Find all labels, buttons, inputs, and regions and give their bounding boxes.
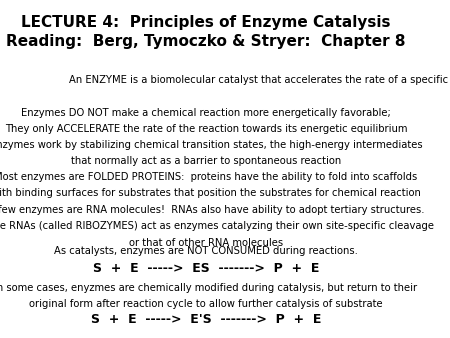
Text: An ENZYME is a biomolecular catalyst that accelerates the rate of a specific rea: An ENZYME is a biomolecular catalyst tha… (69, 75, 450, 86)
Text: LECTURE 4:  Principles of Enzyme Catalysis: LECTURE 4: Principles of Enzyme Catalysi… (21, 16, 391, 30)
Text: original form after reaction cycle to allow further catalysis of substrate: original form after reaction cycle to al… (29, 299, 383, 309)
Text: They only ACCELERATE the rate of the reaction towards its energetic equilibrium: They only ACCELERATE the rate of the rea… (4, 124, 407, 135)
Text: S  +  E  ----->  ES  ------->  P  +  E: S + E -----> ES -------> P + E (93, 262, 319, 274)
Text: Reading:  Berg, Tymoczko & Stryer:  Chapter 8: Reading: Berg, Tymoczko & Stryer: Chapte… (6, 34, 406, 49)
Text: that normally act as a barrier to spontaneous reaction: that normally act as a barrier to sponta… (71, 156, 341, 166)
Text: or that of other RNA molecules: or that of other RNA molecules (129, 238, 283, 248)
Text: A few enzymes are RNA molecules!  RNAs also have ability to adopt tertiary struc: A few enzymes are RNA molecules! RNAs al… (0, 205, 424, 215)
Text: with binding surfaces for substrates that position the substrates for chemical r: with binding surfaces for substrates tha… (0, 188, 421, 198)
Text: In some cases, enyzmes are chemically modified during catalysis, but return to t: In some cases, enyzmes are chemically mo… (0, 283, 418, 293)
Text: Enzymes work by stabilizing chemical transition states, the high-energy intermed: Enzymes work by stabilizing chemical tra… (0, 140, 422, 150)
Text: Most enzymes are FOLDED PROTEINS:  proteins have the ability to fold into scaffo: Most enzymes are FOLDED PROTEINS: protei… (0, 172, 418, 182)
Text: Some RNAs (called RIBOZYMES) act as enzymes catalyzing their own site-specific c: Some RNAs (called RIBOZYMES) act as enzy… (0, 221, 434, 232)
Text: Enzymes DO NOT make a chemical reaction more energetically favorable;: Enzymes DO NOT make a chemical reaction … (21, 108, 391, 118)
Text: S  +  E  ----->  E'S  ------->  P  +  E: S + E -----> E'S -------> P + E (91, 313, 321, 326)
Text: As catalysts, enzymes are NOT CONSUMED during reactions.: As catalysts, enzymes are NOT CONSUMED d… (54, 246, 358, 256)
